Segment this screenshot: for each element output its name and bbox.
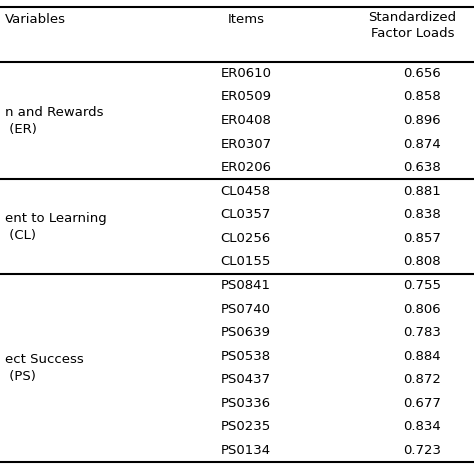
Text: CL0155: CL0155 [220, 255, 271, 268]
Text: 0.723: 0.723 [403, 444, 441, 457]
Text: Variables: Variables [5, 13, 66, 26]
Text: 0.857: 0.857 [403, 232, 441, 245]
Text: 0.874: 0.874 [403, 137, 441, 151]
Text: 0.881: 0.881 [403, 185, 441, 198]
Text: ER0408: ER0408 [220, 114, 271, 127]
Text: PS0841: PS0841 [220, 279, 270, 292]
Text: 0.808: 0.808 [403, 255, 441, 268]
Text: 0.755: 0.755 [403, 279, 441, 292]
Text: PS0639: PS0639 [220, 326, 270, 339]
Text: n and Rewards
 (ER): n and Rewards (ER) [5, 106, 103, 136]
Text: ER0206: ER0206 [220, 161, 272, 174]
Text: ER0509: ER0509 [220, 91, 272, 103]
Text: PS0134: PS0134 [220, 444, 271, 457]
Text: 0.872: 0.872 [403, 373, 441, 386]
Text: Items: Items [228, 13, 265, 26]
Text: ect Success
 (PS): ect Success (PS) [5, 353, 83, 383]
Text: PS0437: PS0437 [220, 373, 271, 386]
Text: 0.896: 0.896 [403, 114, 441, 127]
Text: 0.806: 0.806 [403, 302, 441, 316]
Text: ER0610: ER0610 [220, 67, 272, 80]
Text: PS0235: PS0235 [220, 420, 271, 433]
Text: 0.656: 0.656 [403, 67, 441, 80]
Text: ent to Learning
 (CL): ent to Learning (CL) [5, 211, 107, 242]
Text: PS0336: PS0336 [220, 397, 271, 410]
Text: PS0538: PS0538 [220, 350, 271, 363]
Text: 0.884: 0.884 [403, 350, 441, 363]
Text: 0.838: 0.838 [403, 208, 441, 221]
Text: 0.858: 0.858 [403, 91, 441, 103]
Text: 0.834: 0.834 [403, 420, 441, 433]
Text: CL0458: CL0458 [220, 185, 271, 198]
Text: CL0357: CL0357 [220, 208, 271, 221]
Text: 0.638: 0.638 [403, 161, 441, 174]
Text: 0.677: 0.677 [403, 397, 441, 410]
Text: ER0307: ER0307 [220, 137, 272, 151]
Text: Standardized
Factor Loads: Standardized Factor Loads [368, 11, 456, 40]
Text: 0.783: 0.783 [403, 326, 441, 339]
Text: PS0740: PS0740 [220, 302, 270, 316]
Text: CL0256: CL0256 [220, 232, 271, 245]
